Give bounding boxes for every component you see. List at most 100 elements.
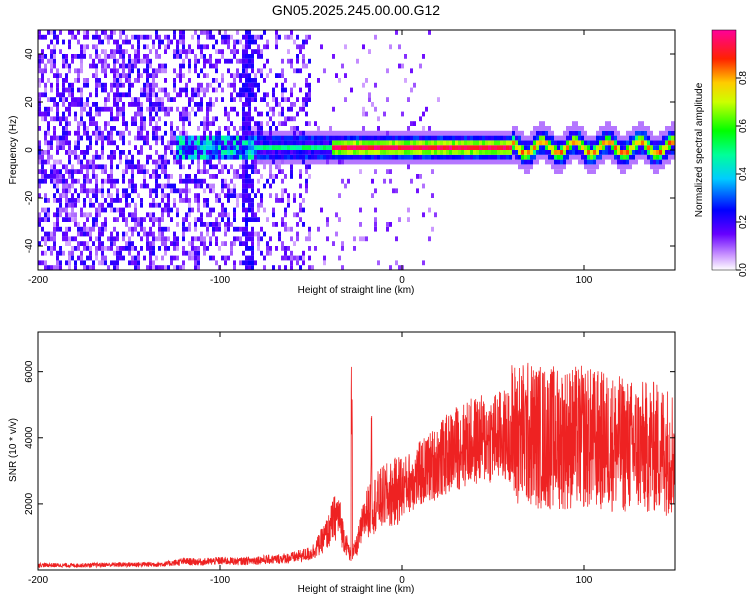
heatmap-cell: [152, 126, 155, 131]
heatmap-cell: [122, 130, 125, 136]
heatmap-cell: [416, 159, 419, 165]
heatmap-cell: [53, 126, 56, 131]
heatmap-cell: [461, 154, 464, 160]
heatmap-cell: [245, 241, 248, 246]
heatmap-cell: [68, 39, 71, 45]
heatmap-cell: [506, 145, 509, 150]
heatmap-cell: [131, 217, 134, 222]
heatmap-cell: [56, 106, 59, 112]
heatmap-cell: [182, 111, 185, 117]
heatmap-cell: [545, 159, 548, 165]
heatmap-cell: [161, 164, 164, 170]
heatmap-cell: [254, 164, 257, 170]
heatmap-cell: [233, 169, 236, 174]
heatmap-cell: [209, 140, 212, 146]
heatmap-cell: [251, 54, 254, 59]
heatmap-cell: [95, 154, 98, 160]
heatmap-cell: [152, 212, 155, 218]
heatmap-cell: [368, 154, 371, 160]
heatmap-cell: [119, 135, 122, 141]
heatmap-cell: [122, 121, 125, 126]
heatmap-cell: [434, 159, 437, 165]
heatmap-cell: [254, 150, 257, 155]
heatmap-cell: [233, 241, 236, 246]
heatmap-cell: [38, 159, 41, 165]
heatmap-cell: [542, 135, 545, 141]
heatmap-cell: [80, 87, 83, 93]
heatmap-cell: [440, 140, 443, 146]
heatmap-cell: [257, 49, 260, 54]
heatmap-cell: [170, 106, 173, 112]
heatmap-cell: [62, 92, 65, 98]
heatmap-cell: [641, 145, 644, 150]
heatmap-cell: [50, 135, 53, 141]
heatmap-cell: [191, 241, 194, 246]
heatmap-cell: [239, 39, 242, 45]
heatmap-cell: [47, 121, 50, 126]
heatmap-cell: [353, 236, 356, 242]
heatmap-cell: [122, 150, 125, 155]
heatmap-cell: [503, 145, 506, 150]
heatmap-cell: [161, 198, 164, 203]
heatmap-cell: [206, 87, 209, 93]
heatmap-cell: [86, 135, 89, 141]
heatmap-cell: [548, 154, 551, 160]
heatmap-cell: [188, 121, 191, 126]
heatmap-cell: [227, 130, 230, 136]
heatmap-cell: [569, 130, 572, 136]
heatmap-cell: [113, 39, 116, 45]
heatmap-cell: [290, 260, 293, 266]
heatmap-cell: [149, 193, 152, 198]
heatmap-cell: [365, 135, 368, 141]
heatmap-cell: [344, 150, 347, 155]
heatmap-cell: [668, 126, 671, 131]
heatmap-cell: [257, 159, 260, 165]
heatmap-cell: [83, 82, 86, 88]
heatmap-cell: [59, 212, 62, 218]
heatmap-cell: [71, 150, 74, 155]
heatmap-cell: [221, 217, 224, 222]
heatmap-cell: [98, 58, 101, 64]
heatmap-cell: [641, 126, 644, 131]
heatmap-cell: [509, 159, 512, 165]
heatmap-cell: [155, 265, 158, 270]
heatmap-cell: [113, 198, 116, 203]
heatmap-cell: [179, 193, 182, 198]
heatmap-cell: [617, 145, 620, 150]
heatmap-cell: [41, 73, 44, 78]
heatmap-cell: [398, 217, 401, 222]
heatmap-cell: [65, 236, 68, 242]
heatmap-cell: [146, 183, 149, 189]
heatmap-cell: [389, 178, 392, 184]
heatmap-cell: [626, 164, 629, 170]
heatmap-cell: [236, 73, 239, 78]
heatmap-cell: [245, 212, 248, 218]
heatmap-cell: [596, 140, 599, 146]
heatmap-cell: [140, 58, 143, 64]
heatmap-cell: [293, 145, 296, 150]
heatmap-cell: [41, 116, 44, 122]
heatmap-cell: [635, 150, 638, 155]
heatmap-cell: [158, 159, 161, 165]
heatmap-cell: [650, 140, 653, 146]
heatmap-cell: [308, 34, 311, 40]
heatmap-cell: [572, 145, 575, 150]
heatmap-cell: [155, 30, 158, 35]
heatmap-cell: [359, 236, 362, 242]
heatmap-cell: [122, 116, 125, 122]
heatmap-cell: [545, 154, 548, 160]
heatmap-cell: [77, 231, 80, 237]
heatmap-cell: [548, 135, 551, 141]
heatmap-cell: [242, 188, 245, 194]
heatmap-cell: [68, 236, 71, 242]
heatmap-cell: [482, 159, 485, 165]
heatmap-cell: [554, 164, 557, 170]
heatmap-cell: [143, 54, 146, 59]
heatmap-cell: [110, 183, 113, 189]
heatmap-cell: [200, 183, 203, 189]
heatmap-cell: [182, 135, 185, 141]
spectrogram-x-ticks: -200 -100 0 100: [28, 30, 593, 286]
heatmap-cell: [239, 260, 242, 266]
heatmap-cell: [236, 193, 239, 198]
heatmap-cell: [56, 145, 59, 150]
